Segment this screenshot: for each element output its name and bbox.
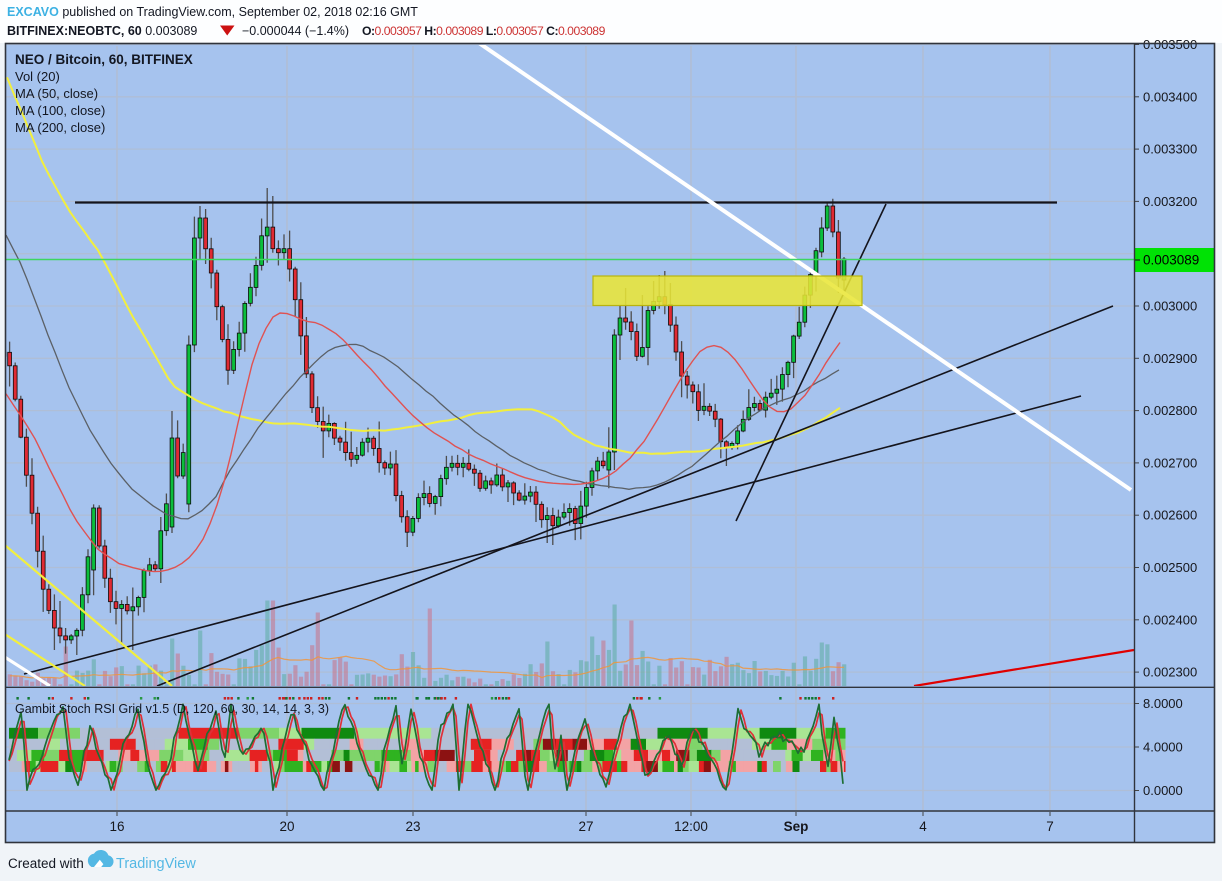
svg-text:0.003500: 0.003500 [1143, 37, 1197, 52]
svg-text:MA (50, close): MA (50, close) [15, 86, 98, 101]
svg-text:4: 4 [919, 819, 927, 834]
svg-text:27: 27 [578, 819, 593, 834]
svg-text:0.002600: 0.002600 [1143, 508, 1197, 523]
svg-text:O:0.003057 H:0.003089 L:0.0030: O:0.003057 H:0.003089 L:0.003057 C:0.003… [362, 24, 606, 38]
svg-text:0.002700: 0.002700 [1143, 455, 1197, 470]
svg-text:0.003300: 0.003300 [1143, 142, 1197, 157]
svg-text:MA (200, close): MA (200, close) [15, 120, 105, 135]
svg-text:Created with: Created with [8, 856, 84, 871]
svg-text:0.002900: 0.002900 [1143, 351, 1197, 366]
svg-text:0.002300: 0.002300 [1143, 665, 1197, 680]
svg-text:NEO / Bitcoin, 60, BITFINEX: NEO / Bitcoin, 60, BITFINEX [15, 52, 193, 67]
svg-text:23: 23 [405, 819, 420, 834]
svg-text:0.002500: 0.002500 [1143, 560, 1197, 575]
svg-text:Gambit Stoch RSI Grid v1.5 (D,: Gambit Stoch RSI Grid v1.5 (D, 120, 60, … [15, 702, 329, 716]
svg-text:0.003089: 0.003089 [1143, 253, 1199, 268]
svg-text:0.003400: 0.003400 [1143, 89, 1197, 104]
svg-text:8.0000: 8.0000 [1143, 696, 1183, 711]
svg-text:−0.000044 (−1.4%): −0.000044 (−1.4%) [242, 24, 349, 38]
svg-text:4.0000: 4.0000 [1143, 740, 1183, 755]
svg-text:0.0000: 0.0000 [1143, 783, 1183, 798]
svg-text:20: 20 [279, 819, 294, 834]
svg-text:Sep: Sep [784, 819, 809, 834]
svg-text:12:00: 12:00 [674, 819, 708, 834]
svg-text:Vol (20): Vol (20) [15, 69, 60, 84]
svg-text:BITFINEX:NEOBTC, 60 0.003089: BITFINEX:NEOBTC, 60 0.003089 [7, 24, 197, 38]
svg-text:0.002800: 0.002800 [1143, 403, 1197, 418]
svg-text:16: 16 [109, 819, 124, 834]
svg-text:MA (100, close): MA (100, close) [15, 103, 105, 118]
svg-text:TradingView: TradingView [116, 856, 196, 872]
svg-text:7: 7 [1046, 819, 1054, 834]
svg-text:0.003200: 0.003200 [1143, 194, 1197, 209]
svg-text:0.003000: 0.003000 [1143, 299, 1197, 314]
svg-text:EXCAVO published on TradingVie: EXCAVO published on TradingView.com, Sep… [7, 5, 418, 19]
svg-text:0.002400: 0.002400 [1143, 612, 1197, 627]
